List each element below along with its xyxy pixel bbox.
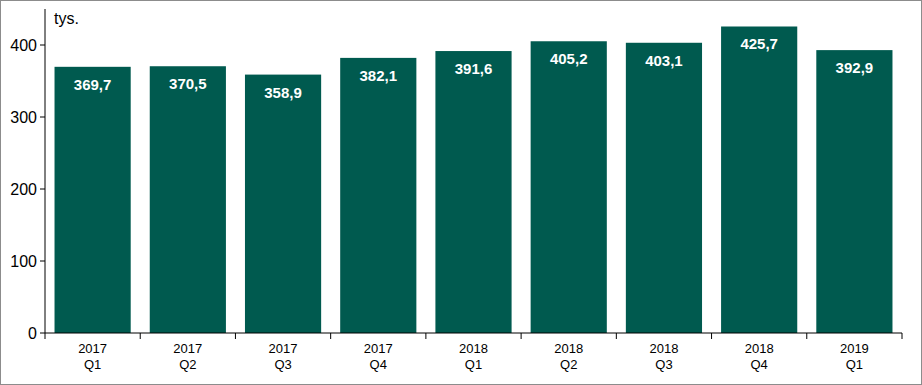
x-tick xyxy=(902,333,903,339)
x-tick-label: 2018Q2 xyxy=(554,341,583,372)
y-tick xyxy=(40,261,45,262)
data-label: 391,6 xyxy=(455,60,493,77)
data-label: 425,7 xyxy=(740,35,778,52)
bars xyxy=(55,26,893,333)
x-tick xyxy=(711,333,712,339)
y-axis xyxy=(45,9,46,333)
y-tick xyxy=(40,189,45,190)
data-label: 382,1 xyxy=(360,67,398,84)
x-tick-label: 2017Q3 xyxy=(269,341,298,372)
x-tick-label-line: Q4 xyxy=(370,357,387,372)
x-axis xyxy=(45,333,902,334)
x-tick xyxy=(140,333,141,339)
x-tick-label-line: Q2 xyxy=(560,357,577,372)
x-tick-label-line: 2017 xyxy=(364,341,393,356)
x-tick-label-line: Q1 xyxy=(846,357,863,372)
bar xyxy=(626,43,702,333)
y-tick-label: 200 xyxy=(10,181,37,198)
x-tick xyxy=(425,333,426,339)
y-tick xyxy=(40,333,45,334)
x-tick-label-line: Q4 xyxy=(750,357,767,372)
x-tick-label-line: 2018 xyxy=(649,341,678,356)
y-tick xyxy=(40,45,45,46)
x-tick-label-line: Q2 xyxy=(179,357,196,372)
x-tick-label-line: 2019 xyxy=(840,341,869,356)
x-tick-label-line: 2017 xyxy=(269,341,298,356)
y-axis-label: tys. xyxy=(54,10,79,27)
x-tick-label-line: 2017 xyxy=(173,341,202,356)
x-tick-label-line: 2018 xyxy=(745,341,774,356)
x-tick-label: 2017Q2 xyxy=(173,341,202,372)
x-tick xyxy=(330,333,331,339)
data-label: 405,2 xyxy=(550,50,588,67)
x-tick-label: 2019Q1 xyxy=(840,341,869,372)
bar xyxy=(435,51,511,333)
x-tick xyxy=(806,333,807,339)
x-tick xyxy=(616,333,617,339)
bar xyxy=(150,66,226,333)
x-tick-label: 2017Q1 xyxy=(78,341,107,372)
bar xyxy=(721,26,797,333)
x-tick-label-line: Q3 xyxy=(655,357,672,372)
chart-border xyxy=(1,1,922,385)
x-tick xyxy=(45,333,46,339)
x-tick-label-line: 2017 xyxy=(78,341,107,356)
y-tick-label: 0 xyxy=(28,325,37,342)
bar xyxy=(245,75,321,333)
x-tick-label: 2018Q1 xyxy=(459,341,488,372)
y-tick xyxy=(40,117,45,118)
x-tick xyxy=(235,333,236,339)
data-label: 358,9 xyxy=(264,84,302,101)
data-label: 369,7 xyxy=(74,76,112,93)
x-tick-label-line: 2018 xyxy=(554,341,583,356)
y-tick-label: 400 xyxy=(10,37,37,54)
bar xyxy=(531,41,607,333)
bar xyxy=(55,67,131,333)
x-tick-label-line: Q1 xyxy=(465,357,482,372)
x-tick-label: 2018Q4 xyxy=(745,341,774,372)
data-label: 392,9 xyxy=(836,59,874,76)
x-tick-label-line: Q1 xyxy=(84,357,101,372)
chart: 0 100 200 300 400 tys. 369,7 370,5 358,9 382,1 391… xyxy=(0,0,922,385)
data-label: 403,1 xyxy=(645,52,683,69)
x-tick-label: 2018Q3 xyxy=(649,341,678,372)
y-tick-label: 100 xyxy=(10,253,37,270)
x-tick-label-line: Q3 xyxy=(274,357,291,372)
x-tick-label: 2017Q4 xyxy=(364,341,393,372)
y-tick-label: 300 xyxy=(10,109,37,126)
x-tick-label-line: 2018 xyxy=(459,341,488,356)
bar xyxy=(816,50,892,333)
x-tick xyxy=(521,333,522,339)
bar xyxy=(340,58,416,333)
data-label: 370,5 xyxy=(169,75,207,92)
